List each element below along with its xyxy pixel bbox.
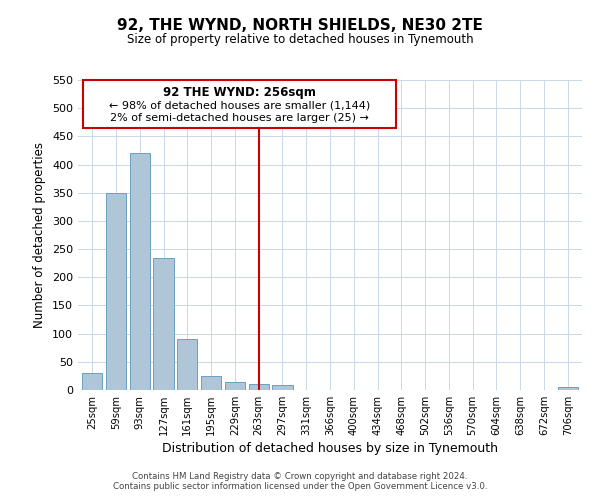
Bar xyxy=(225,382,245,390)
Text: Contains public sector information licensed under the Open Government Licence v3: Contains public sector information licen… xyxy=(113,482,487,491)
Text: Contains HM Land Registry data © Crown copyright and database right 2024.: Contains HM Land Registry data © Crown c… xyxy=(132,472,468,481)
Bar xyxy=(154,258,173,390)
Bar xyxy=(82,373,103,390)
Text: 92 THE WYND: 256sqm: 92 THE WYND: 256sqm xyxy=(163,86,316,98)
Bar xyxy=(272,386,293,390)
Bar xyxy=(106,192,126,390)
Text: 2% of semi-detached houses are larger (25) →: 2% of semi-detached houses are larger (2… xyxy=(110,113,369,123)
Bar xyxy=(557,387,578,390)
Bar xyxy=(130,154,150,390)
Y-axis label: Number of detached properties: Number of detached properties xyxy=(34,142,46,328)
Bar xyxy=(248,384,269,390)
X-axis label: Distribution of detached houses by size in Tynemouth: Distribution of detached houses by size … xyxy=(162,442,498,455)
Text: Size of property relative to detached houses in Tynemouth: Size of property relative to detached ho… xyxy=(127,32,473,46)
Bar xyxy=(201,376,221,390)
Text: ← 98% of detached houses are smaller (1,144): ← 98% of detached houses are smaller (1,… xyxy=(109,100,370,110)
Text: 92, THE WYND, NORTH SHIELDS, NE30 2TE: 92, THE WYND, NORTH SHIELDS, NE30 2TE xyxy=(117,18,483,32)
FancyBboxPatch shape xyxy=(83,80,395,128)
Bar xyxy=(177,340,197,390)
